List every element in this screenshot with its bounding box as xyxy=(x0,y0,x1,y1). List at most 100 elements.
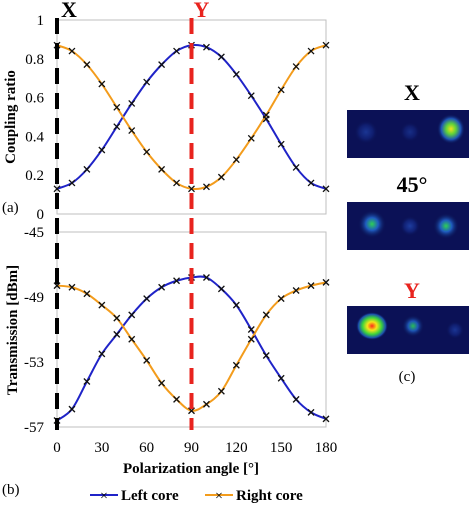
data-point-right-core-b xyxy=(158,379,166,387)
inset-label-45: 45° xyxy=(397,172,428,197)
inset-45-spot-left xyxy=(358,210,386,238)
y-tick-label-b: -53 xyxy=(24,355,44,371)
mode-field-insets: X 45° Y (c) xyxy=(347,80,469,385)
data-point-right-core-a xyxy=(277,86,285,94)
y-tick-label-a: 0.6 xyxy=(25,91,44,107)
x-tick-label: 180 xyxy=(315,440,338,456)
data-point-right-core-a xyxy=(143,148,151,156)
data-point-right-core-a xyxy=(217,173,225,181)
inset-x-spot-right xyxy=(437,114,465,144)
legend: × Left core × Right core xyxy=(90,488,303,504)
legend-label-left-core: Left core xyxy=(121,488,179,504)
data-point-left-core-a xyxy=(83,165,91,173)
data-point-right-core-a xyxy=(83,61,91,69)
data-point-left-core-b xyxy=(83,378,91,385)
x-tick-label: 150 xyxy=(270,440,293,456)
data-point-left-core-a xyxy=(322,185,330,193)
inset-45-spot-mid xyxy=(400,216,420,236)
x-tick-label: 120 xyxy=(225,440,248,456)
data-point-right-core-b xyxy=(202,400,210,408)
data-point-right-core-a xyxy=(113,103,121,111)
inset-y-spot-right xyxy=(446,321,464,339)
data-point-left-core-b xyxy=(158,283,166,291)
data-point-right-core-a xyxy=(307,47,315,55)
data-point-right-core-a xyxy=(68,47,76,55)
data-point-left-core-a xyxy=(247,92,255,100)
y-axis-label-b: Transmission [dBm] xyxy=(5,265,21,395)
data-point-right-core-a xyxy=(292,63,300,71)
data-point-left-core-b xyxy=(277,374,285,382)
y-tick-label-a: 0.2 xyxy=(25,168,44,184)
data-point-right-core-b xyxy=(68,283,76,291)
x-axis-label: Polarization angle [°] xyxy=(123,461,259,477)
data-point-left-core-a xyxy=(53,185,61,193)
data-point-left-core-a xyxy=(202,43,210,51)
y-tick-label-a: 0.4 xyxy=(25,129,44,145)
data-point-right-core-b xyxy=(173,395,181,403)
y-tick-label-b: -49 xyxy=(24,290,44,306)
y-axis-label-a: Coupling ratio xyxy=(3,70,19,164)
y-tick-label-a: 0 xyxy=(37,207,45,223)
data-point-left-core-b xyxy=(217,285,225,293)
data-point-right-core-a xyxy=(202,183,210,191)
panel-label-c: (c) xyxy=(399,369,416,385)
panel-label-b: (b) xyxy=(2,482,20,498)
x-tick-label: 90 xyxy=(184,440,199,456)
data-point-right-core-a xyxy=(322,41,330,49)
data-point-right-core-a xyxy=(262,111,270,119)
data-point-right-core-b xyxy=(98,301,106,309)
y-tick-label-a: 0.8 xyxy=(25,52,44,68)
marker-label-y: Y xyxy=(194,0,210,22)
data-point-left-core-a xyxy=(128,99,136,107)
data-point-left-core-a xyxy=(143,78,151,86)
legend-marker-left-core: × xyxy=(100,489,108,504)
data-point-left-core-b xyxy=(322,415,330,423)
data-point-right-core-b xyxy=(322,278,330,286)
inset-y-spot-mid xyxy=(402,315,424,337)
series-line-right-core-a xyxy=(56,44,327,191)
data-point-right-core-b xyxy=(292,287,300,294)
inset-label-x: X xyxy=(404,80,420,105)
data-point-left-core-a xyxy=(173,47,181,55)
data-point-right-core-b xyxy=(277,295,285,303)
data-point-left-core-a xyxy=(68,179,76,187)
data-point-right-core-b xyxy=(113,314,121,322)
data-point-left-core-b xyxy=(232,301,240,309)
data-point-right-core-b xyxy=(128,335,136,343)
panel-b-transmission: -45 -49 -53 -57 0 30 60 90 120 150 180 Transmissi… xyxy=(2,225,337,498)
inset-label-y: Y xyxy=(404,278,420,303)
data-point-left-core-b xyxy=(307,408,315,416)
inset-x-spot-mid xyxy=(400,122,420,142)
data-point-left-core-a xyxy=(232,70,240,78)
panel-label-a: (a) xyxy=(2,200,19,216)
data-point-right-core-a xyxy=(98,80,106,88)
data-point-right-core-b xyxy=(262,311,270,319)
x-tick-label: 60 xyxy=(139,440,154,456)
data-point-right-core-b xyxy=(232,361,240,369)
data-point-left-core-b xyxy=(98,350,106,358)
data-point-left-core-a xyxy=(307,179,315,187)
data-point-left-core-a xyxy=(277,140,285,148)
data-point-right-core-a xyxy=(188,185,195,193)
panel-a-coupling-ratio: 0 0.2 0.4 0.6 0.8 1 Coupling ratio (a) xyxy=(2,13,330,223)
data-point-right-core-a xyxy=(247,134,255,142)
data-point-right-core-a xyxy=(128,127,136,135)
data-point-left-core-b xyxy=(292,395,300,403)
data-point-right-core-b xyxy=(143,356,151,364)
data-point-right-core-a xyxy=(232,156,240,164)
data-point-left-core-a xyxy=(113,123,121,131)
data-point-left-core-b xyxy=(68,405,76,413)
data-point-right-core-b xyxy=(217,387,225,395)
y-tick-label-a: 1 xyxy=(37,13,45,29)
legend-label-right-core: Right core xyxy=(236,488,303,504)
series-line-left-core-a xyxy=(56,43,327,190)
data-point-left-core-b xyxy=(262,352,270,359)
data-point-left-core-b xyxy=(143,295,151,303)
data-point-right-core-a xyxy=(173,179,181,187)
inset-y-spot-left xyxy=(356,312,388,340)
data-point-left-core-a xyxy=(292,163,300,171)
data-point-left-core-b xyxy=(128,311,136,319)
data-point-left-core-b xyxy=(247,326,255,333)
inset-45-spot-right xyxy=(433,213,459,239)
